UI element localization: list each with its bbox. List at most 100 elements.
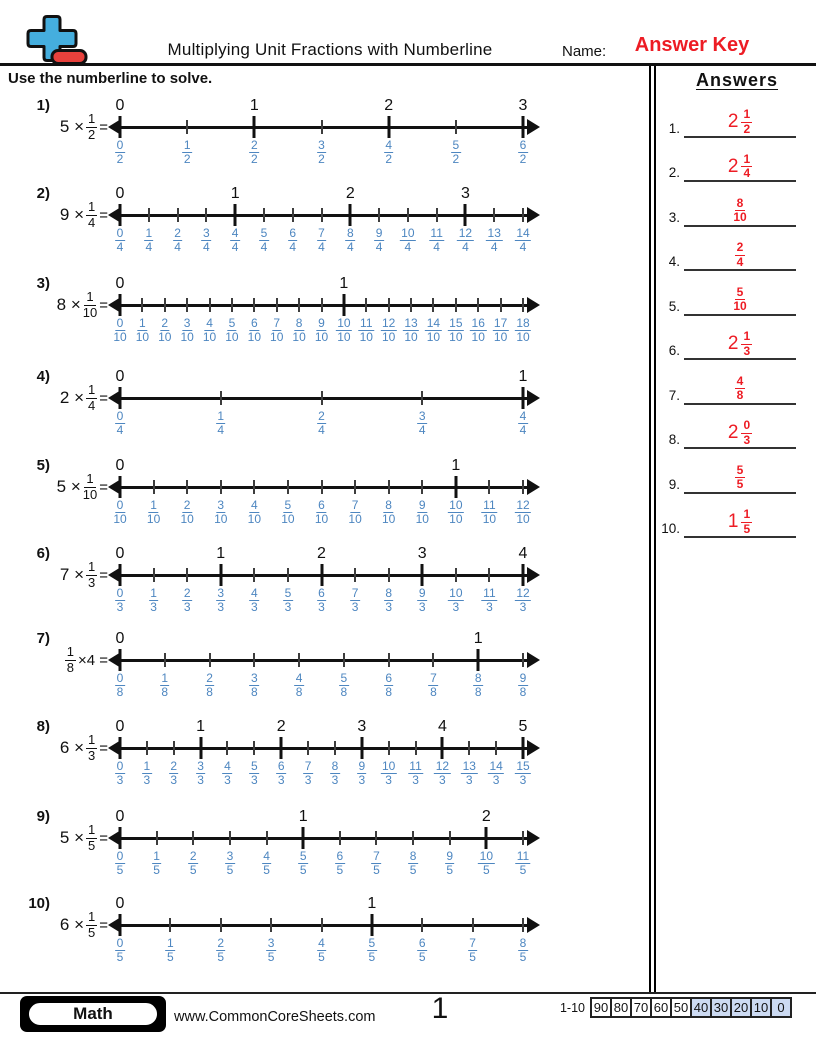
- integer-label: 0: [115, 368, 125, 385]
- equation-fraction: 1 3: [86, 559, 98, 590]
- tick-fraction-label: 13 3: [461, 759, 478, 788]
- left-arrow-icon: [108, 567, 121, 583]
- tick-span: 0 0 4 1 4 2 4 3 4 1 4 4 5 4 6 4 7 4 2 8 4 9 4 10 4 11 4 3 12 4 13 4 14 4: [115, 181, 532, 269]
- numberline-axis: [114, 836, 534, 840]
- minor-tick: [253, 741, 256, 755]
- fraction-denominator: 10: [82, 304, 98, 320]
- fraction-numerator: 1: [741, 329, 753, 345]
- score-range-label: 1-10: [559, 1000, 585, 1015]
- answer-value: 1 1 5: [684, 507, 796, 536]
- major-tick: [370, 914, 374, 936]
- problem-row: 2) 9 × 1 4 = 0 0 4 1 4 2 4 3 4 1 4 4 5 4 6 4 7 4 2 8 4 9 4 10 4 1…: [0, 181, 648, 269]
- minor-tick: [522, 208, 524, 222]
- minor-tick: [192, 831, 195, 845]
- tick-fraction-label: 6 10: [247, 316, 262, 345]
- tick-fraction-label: 11 5: [515, 849, 531, 878]
- right-arrow-icon: [527, 567, 540, 583]
- fraction-denominator: 5: [88, 837, 96, 853]
- minor-tick: [265, 831, 268, 845]
- equation-before: 2 ×: [59, 388, 84, 407]
- equation-fraction: 1 3: [86, 732, 98, 763]
- integer-label: 0: [115, 457, 125, 474]
- tick-fraction-label: 1 10: [146, 498, 161, 527]
- major-tick: [463, 204, 467, 226]
- answer-blank-line: [684, 313, 796, 316]
- minor-tick: [253, 480, 256, 494]
- answer-item: 10. 1 1 5: [656, 494, 812, 539]
- major-tick: [252, 116, 256, 138]
- problem-equation: 2 × 1 4 =: [38, 376, 108, 420]
- left-arrow-icon: [108, 917, 121, 933]
- fraction-numerator: 4: [734, 373, 746, 390]
- page-number: 1: [431, 992, 449, 1025]
- major-tick: [118, 204, 122, 226]
- score-cell: 60: [650, 997, 672, 1018]
- fraction-numerator: 1: [84, 470, 96, 488]
- tick-span: 0 0 10 1 10 2 10 3 10 4 10 5 10 6 10 7 10 8 10 9 10 1 10 10 11 10…: [113, 271, 532, 359]
- minor-tick: [253, 653, 256, 667]
- answer-number: 4.: [668, 254, 680, 270]
- problem-number: 4): [36, 368, 50, 385]
- instruction-text: Use the numberline to solve.: [8, 70, 213, 87]
- integer-label: 4: [437, 718, 447, 735]
- minor-tick: [307, 741, 310, 755]
- minor-tick: [275, 298, 278, 312]
- minor-tick: [186, 568, 189, 582]
- tick-fraction-label: 12 3: [434, 759, 451, 788]
- answer-blank-line: [684, 224, 796, 227]
- equation-before: 6 ×: [59, 915, 84, 934]
- minor-tick: [387, 568, 390, 582]
- minor-tick: [228, 831, 231, 845]
- integer-label: 5: [518, 718, 528, 735]
- fraction-denominator: 4: [88, 214, 96, 230]
- minor-tick: [387, 480, 390, 494]
- answer-value: 2 1 4: [684, 152, 796, 181]
- tick-fraction-label: 3 10: [180, 316, 194, 345]
- major-tick: [360, 737, 364, 759]
- answer-value: 5 10: [684, 285, 796, 314]
- tick-fraction-label: 8 10: [292, 316, 306, 345]
- major-tick: [521, 737, 525, 759]
- minor-tick: [291, 208, 294, 222]
- problem-row: 6) 7 × 1 3 = 0 0 3 1 3 2 3 1 3 3 4 3 5 3 2 6 3 7 3 8 3 3 9 3 10 3…: [0, 541, 648, 629]
- name-label: Name:: [562, 43, 607, 60]
- integer-label: 0: [115, 630, 125, 647]
- left-arrow-icon: [108, 479, 121, 495]
- minor-tick: [163, 653, 166, 667]
- minor-tick: [432, 298, 435, 312]
- integer-label: 0: [115, 718, 125, 735]
- major-tick: [301, 827, 305, 849]
- equation-before: 8 ×: [56, 295, 81, 314]
- answer-fraction: 0 3: [741, 418, 753, 447]
- minor-tick: [338, 831, 341, 845]
- right-arrow-icon: [527, 479, 540, 495]
- minor-tick: [169, 918, 172, 932]
- equation-fraction: 1 10: [82, 289, 98, 320]
- answer-value: 2 0 3: [684, 418, 796, 447]
- tick-fraction-label: 14 4: [514, 226, 532, 255]
- equation-fraction: 1 8: [64, 644, 76, 675]
- major-tick: [454, 476, 458, 498]
- minor-tick: [320, 208, 323, 222]
- problem-number: 6): [36, 545, 50, 562]
